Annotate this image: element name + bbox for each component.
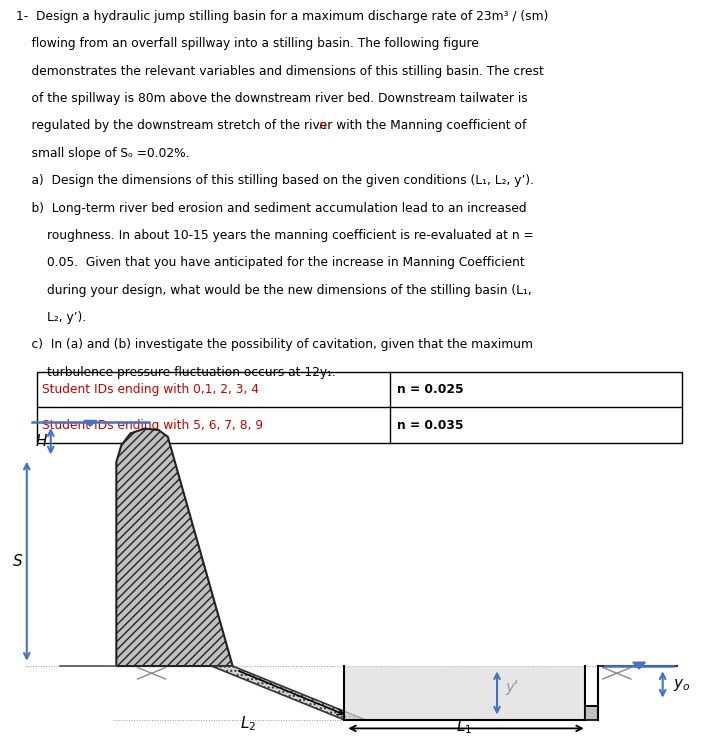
Text: roughness. In about 10-15 years the manning coefficient is re-evaluated at n =: roughness. In about 10-15 years the mann… (16, 229, 533, 242)
Polygon shape (116, 429, 233, 666)
Text: n: n (318, 120, 326, 132)
Text: $L_2$: $L_2$ (240, 714, 256, 734)
Text: small slope of Sₒ =0.02%.: small slope of Sₒ =0.02%. (16, 147, 189, 160)
Text: $y_o$: $y_o$ (673, 677, 691, 692)
Text: Student IDs ending with 0,1, 2, 3, 4: Student IDs ending with 0,1, 2, 3, 4 (42, 383, 259, 396)
Polygon shape (212, 666, 365, 720)
Text: regulated by the downstream stretch of the river with the Manning coefficient of: regulated by the downstream stretch of t… (16, 120, 529, 132)
Text: y': y' (505, 680, 519, 694)
Text: $L_1$: $L_1$ (457, 717, 472, 736)
Polygon shape (344, 666, 585, 720)
Text: 0.05.  Given that you have anticipated for the increase in Manning Coefficient: 0.05. Given that you have anticipated fo… (16, 256, 525, 269)
Text: b)  Long-term river bed erosion and sediment accumulation lead to an increased: b) Long-term river bed erosion and sedim… (16, 201, 526, 215)
Text: during your design, what would be the new dimensions of the stilling basin (L₁,: during your design, what would be the ne… (16, 283, 532, 297)
Text: demonstrates the relevant variables and dimensions of this stilling basin. The c: demonstrates the relevant variables and … (16, 65, 544, 77)
Text: a)  Design the dimensions of this stilling based on the given conditions (L₁, L₂: a) Design the dimensions of this stillin… (16, 174, 534, 187)
Text: flowing from an overfall spillway into a stilling basin. The following figure: flowing from an overfall spillway into a… (16, 38, 479, 50)
Text: turbulence pressure fluctuation occurs at 12y₁.: turbulence pressure fluctuation occurs a… (16, 365, 336, 379)
Text: Student IDs ending with 5, 6, 7, 8, 9: Student IDs ending with 5, 6, 7, 8, 9 (42, 418, 264, 432)
Polygon shape (84, 421, 97, 427)
Text: n = 0.025: n = 0.025 (397, 383, 464, 396)
Text: of the spillway is 80m above the downstream river bed. Downstream tailwater is: of the spillway is 80m above the downstr… (16, 92, 527, 105)
Bar (37, 372, 682, 443)
Text: 1-  Design a hydraulic jump stilling basin for a maximum discharge rate of 23m³ : 1- Design a hydraulic jump stilling basi… (16, 10, 548, 23)
Text: S: S (13, 554, 23, 569)
Bar (585, 706, 598, 720)
Polygon shape (633, 662, 646, 669)
Text: L₂, y’).: L₂, y’). (16, 311, 86, 324)
Text: H: H (35, 434, 47, 449)
Text: c)  In (a) and (b) investigate the possibility of cavitation, given that the max: c) In (a) and (b) investigate the possib… (16, 338, 532, 351)
Text: n = 0.035: n = 0.035 (397, 418, 464, 432)
